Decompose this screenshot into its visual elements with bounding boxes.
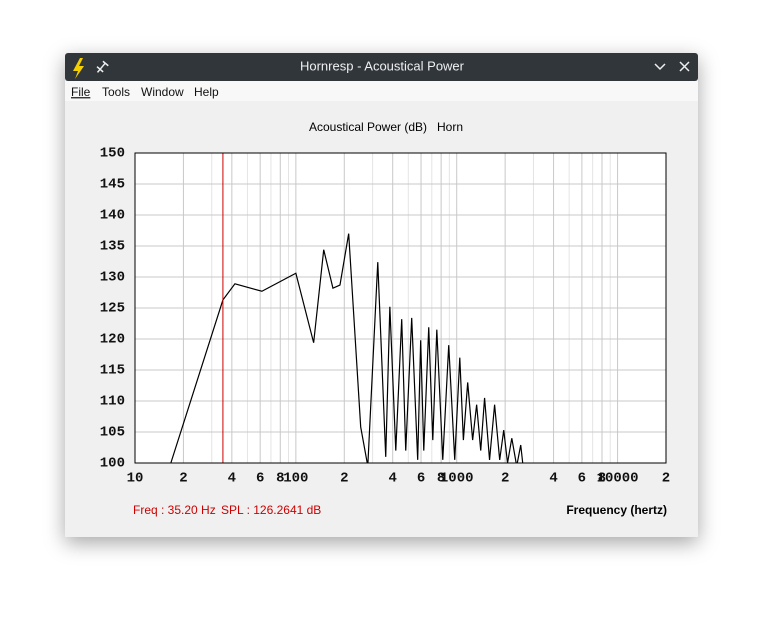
menu-item[interactable]: Tools <box>102 85 130 99</box>
y-tick-label: 105 <box>100 425 125 441</box>
x-tick-label: 6 <box>417 471 425 487</box>
x-tick-label: 4 <box>228 471 236 487</box>
chart-title: Acoustical Power (dB) <box>309 120 427 134</box>
y-tick-label: 115 <box>100 363 125 379</box>
x-tick-label: 8 <box>276 471 284 487</box>
x-tick-label: 2 <box>340 471 348 487</box>
menu-item[interactable]: Window <box>141 85 184 99</box>
y-tick-label: 145 <box>100 177 125 193</box>
y-tick-label: 130 <box>100 270 125 286</box>
x-tick-label: 100 <box>283 471 308 487</box>
chart-subtitle: Horn <box>437 120 463 134</box>
y-tick-label: 120 <box>100 332 125 348</box>
y-tick-label: 135 <box>100 239 125 255</box>
x-tick-label: 10 <box>127 471 144 487</box>
minimize-button[interactable] <box>654 63 666 71</box>
y-tick-label: 125 <box>100 301 125 317</box>
x-tick-label: 1000 <box>440 471 474 487</box>
plot-border <box>134 152 667 464</box>
menu-item[interactable]: File <box>71 85 91 99</box>
x-tick-label: 6 <box>578 471 586 487</box>
x-tick-label: 4 <box>389 471 397 487</box>
x-tick-label: 8 <box>598 471 606 487</box>
menu-item[interactable]: Help <box>194 85 219 99</box>
x-tick-label: 10000 <box>597 471 639 487</box>
title-bar <box>65 53 698 81</box>
menu-bar <box>65 81 698 101</box>
cursor-level: SPL : 126.2641 dB <box>221 503 321 517</box>
x-tick-label: 2 <box>179 471 187 487</box>
x-tick-label: 4 <box>549 471 557 487</box>
x-tick-label: 8 <box>437 471 445 487</box>
x-axis-label: Frequency (hertz) <box>566 503 667 517</box>
y-tick-label: 140 <box>100 208 125 224</box>
y-tick-label: 150 <box>100 146 125 162</box>
x-tick-label: 2 <box>501 471 509 487</box>
x-tick-label: 6 <box>256 471 264 487</box>
response-curve <box>170 233 524 463</box>
close-button[interactable] <box>679 61 690 72</box>
y-tick-label: 100 <box>100 456 125 472</box>
y-tick-label: 110 <box>100 394 125 410</box>
window-title: Hornresp - Acoustical Power <box>300 58 465 73</box>
cursor-frequency: Freq : 35.20 Hz <box>133 503 216 517</box>
app-icon[interactable] <box>73 58 84 79</box>
x-tick-label: 2 <box>662 471 670 487</box>
pin-button[interactable] <box>94 60 109 75</box>
